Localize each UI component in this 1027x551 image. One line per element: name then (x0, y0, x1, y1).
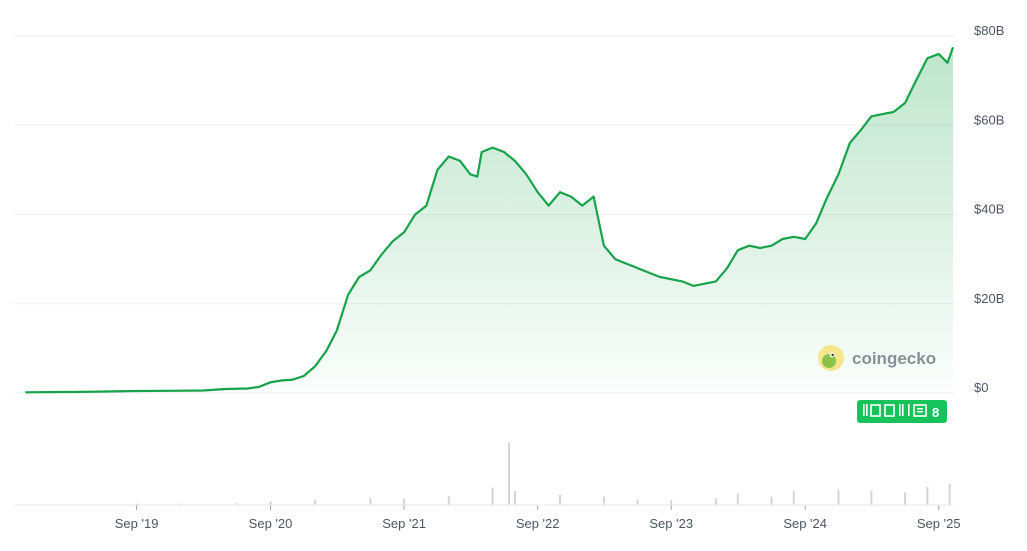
volume-bar (926, 486, 929, 505)
volume-bar (314, 499, 317, 505)
y-tick-label: $20B (974, 291, 1004, 306)
volume-bar (508, 442, 511, 505)
x-tick-label: Sep '23 (649, 516, 693, 531)
x-tick-label: Sep '24 (783, 516, 827, 531)
volume-bar (447, 496, 450, 505)
series-area (25, 47, 954, 393)
y-axis: $80B $60B $40B $20B $0 (974, 23, 1004, 395)
y-tick-label: $0 (974, 380, 988, 395)
y-tick-label: $60B (974, 112, 1004, 127)
volume-bar (904, 492, 907, 505)
y-tick-label: $40B (974, 202, 1004, 217)
event-markers-icon (863, 404, 927, 417)
watermark-text: coingecko (852, 349, 936, 368)
x-tick-label: Sep '19 (115, 516, 159, 531)
x-tick-label: Sep '22 (516, 516, 560, 531)
volume-bar (792, 491, 795, 505)
volume-bar (770, 496, 773, 505)
volume-bar (513, 491, 516, 505)
x-tick-label: Sep '21 (382, 516, 426, 531)
volume-bars (135, 442, 951, 505)
volume-bar (491, 487, 494, 505)
volume-bar (670, 500, 673, 505)
volume-bar (269, 501, 272, 505)
events-badge[interactable]: 8 (857, 400, 947, 423)
volume-bar (180, 503, 183, 505)
volume-bar (837, 489, 840, 505)
x-tick-label: Sep '20 (249, 516, 293, 531)
volume-bar (403, 498, 406, 505)
y-tick-label: $80B (974, 23, 1004, 38)
events-badge-count: 8 (932, 405, 939, 420)
coingecko-watermark: coingecko (818, 345, 936, 371)
series-line (25, 46, 955, 394)
volume-bar (736, 493, 739, 505)
gecko-logo-head (822, 354, 836, 368)
volume-bar (602, 496, 605, 505)
volume-bar (235, 502, 238, 505)
x-axis: Sep '19 Sep '20 Sep '21 Sep '22 Sep '23 Sep '… (14, 504, 961, 531)
volume-bar (636, 499, 639, 505)
volume-bar (369, 498, 372, 505)
volume-bar (870, 491, 873, 505)
volume-bar (558, 494, 561, 505)
volume-bar (135, 503, 138, 505)
x-tick-label: Sep '25 (917, 516, 961, 531)
volume-bar (714, 498, 717, 505)
volume-bar (948, 484, 951, 505)
